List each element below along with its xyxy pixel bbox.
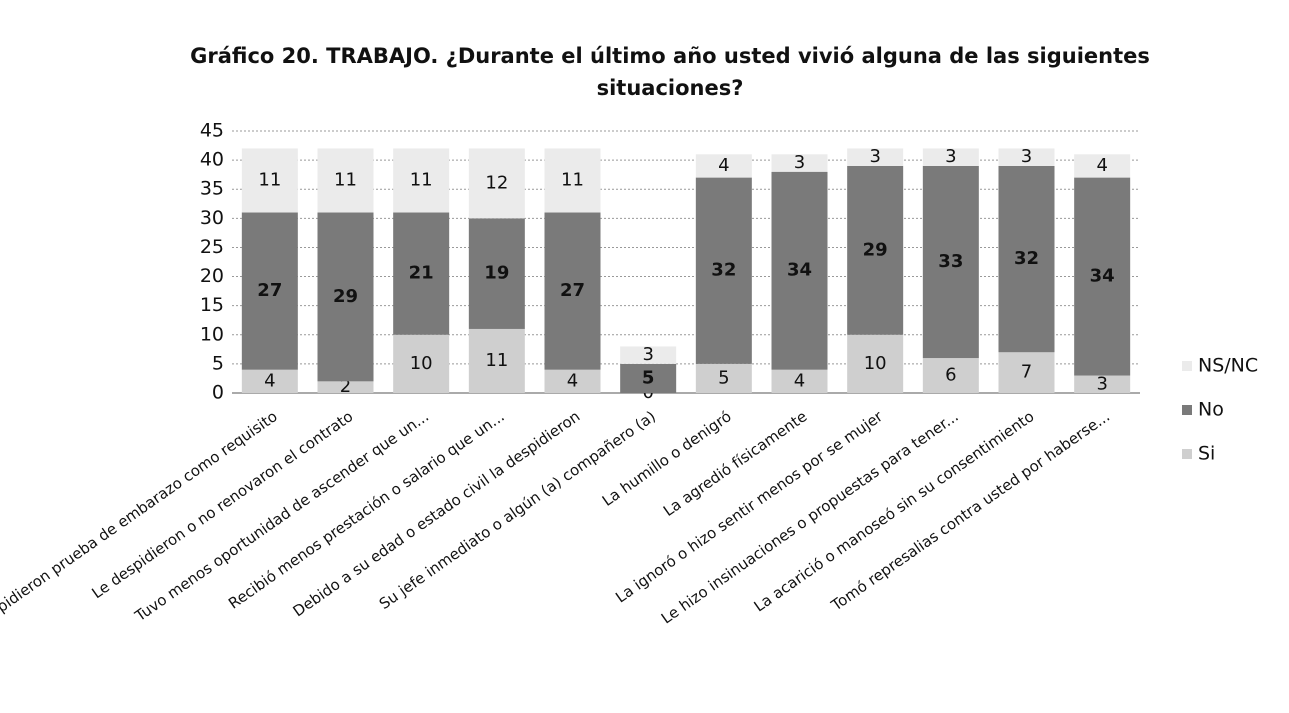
data-label: 5 [642,367,655,388]
bar-segment [695,363,752,393]
bar-segment [544,369,601,393]
x-tick-label: La agredió físicamente [660,407,810,520]
data-label: 3 [794,152,805,173]
legend-swatch [1182,361,1192,371]
bar-segment [771,154,828,172]
x-tick-label: Le despidieron o no renovaron el contrat… [88,407,356,602]
data-label: 5 [718,367,729,388]
data-label: 11 [258,169,281,190]
x-tick-label: Su jefe inmediato o algún (a) compañero … [376,407,659,613]
data-label: 32 [1014,248,1039,269]
bar-segment [620,346,677,364]
data-label: 4 [794,370,805,391]
bar-segment [998,352,1055,393]
bar-segment [847,334,904,393]
y-tick-label: 20 [200,265,224,287]
data-label: 11 [561,169,584,190]
data-label: 3 [945,146,956,167]
data-label: 7 [1021,362,1032,383]
bar-segment [998,148,1055,166]
chart-title: Gráfico 20. TRABAJO. ¿Durante el último … [190,44,1150,100]
bar-segment [241,369,298,393]
x-tick-label: La humillo o denigró [599,407,735,510]
y-tick-label: 30 [200,207,224,229]
bar-segment [922,148,979,166]
x-tick-label: La acarició o manoseó sin su consentimie… [751,407,1038,615]
legend-swatch [1182,405,1192,415]
data-label: 34 [787,260,812,281]
data-label: 11 [485,350,508,371]
data-label: 12 [485,172,508,193]
bar-segment [468,148,525,219]
x-tick-label: La ignoró o hizo sentir menos por se muj… [612,407,887,607]
y-tick-label: 0 [212,382,224,404]
data-label: 4 [1096,155,1107,176]
data-label: 27 [257,280,282,301]
x-tick-label: Tomó represalias contra usted por habers… [827,407,1113,615]
data-label: 4 [567,370,578,391]
bar-segment [1074,154,1131,178]
data-label: 29 [863,239,888,260]
x-tick-label: Debido a su edad o estado civil la despi… [290,407,584,620]
data-label: 11 [410,169,433,190]
legend-label: No [1198,399,1224,421]
data-label: 10 [864,353,887,374]
bar-segment [317,212,374,382]
data-label: 11 [334,169,357,190]
bar-segment [847,148,904,166]
bar-segment [695,154,752,178]
data-label: 19 [484,263,509,284]
bar-segment [771,369,828,393]
y-tick-label: 40 [200,149,224,171]
bar-segment [695,177,752,364]
data-label: 3 [1096,373,1107,394]
data-label: 21 [409,263,434,284]
y-tick-label: 5 [212,352,224,374]
bar-segment [922,358,979,393]
bar-segment [468,218,525,329]
bar-segment [544,148,601,213]
bar-segment [241,148,298,213]
data-label: 34 [1090,266,1115,287]
legend-label: NS/NC [1198,355,1258,377]
data-label: 29 [333,286,358,307]
data-label: 3 [1021,146,1032,167]
data-label: 4 [718,155,729,176]
data-label: 32 [711,260,736,281]
bar-segment [1074,177,1131,376]
data-label: 3 [642,344,653,365]
bar-segment [771,171,828,370]
bar-segment [393,148,450,213]
data-label: 2 [340,376,351,397]
data-label: 4 [264,370,275,391]
bar-segment [1074,375,1131,393]
bar-segment [393,334,450,393]
y-tick-label: 10 [200,323,224,345]
bar-segment [468,328,525,393]
data-label: 10 [410,353,433,374]
bar-segment [998,165,1055,353]
y-tick-label: 25 [200,236,224,258]
data-label: 6 [945,365,956,386]
bar-segment [847,165,904,335]
data-label: 27 [560,280,585,301]
bar-segment [241,212,298,370]
y-tick-label: 35 [200,178,224,200]
x-tick-label: Recibió menos prestación o salario que u… [225,407,508,612]
data-label: 33 [938,251,963,272]
bar-segment [393,212,450,335]
bar-segment [922,165,979,359]
bar-segment [544,212,601,370]
y-tick-label: 15 [200,294,224,316]
legend-swatch [1182,449,1192,459]
bar-segment [317,381,374,393]
bar-segment [620,363,677,393]
bar-segment [317,148,374,213]
data-label: 3 [869,146,880,167]
legend-label: Si [1198,443,1215,465]
y-tick-label: 45 [200,120,224,142]
